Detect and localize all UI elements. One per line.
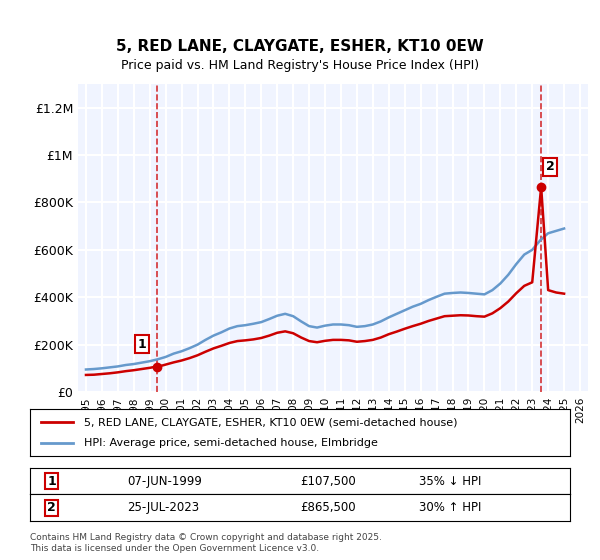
Text: £107,500: £107,500 [300, 474, 356, 488]
Text: Price paid vs. HM Land Registry's House Price Index (HPI): Price paid vs. HM Land Registry's House … [121, 59, 479, 72]
Text: £865,500: £865,500 [300, 501, 356, 515]
Text: 35% ↓ HPI: 35% ↓ HPI [419, 474, 481, 488]
Text: Contains HM Land Registry data © Crown copyright and database right 2025.
This d: Contains HM Land Registry data © Crown c… [30, 533, 382, 553]
Text: 25-JUL-2023: 25-JUL-2023 [127, 501, 199, 515]
Text: 1: 1 [137, 338, 146, 351]
Text: 1: 1 [47, 474, 56, 488]
Text: 07-JUN-1999: 07-JUN-1999 [127, 474, 202, 488]
Text: 5, RED LANE, CLAYGATE, ESHER, KT10 0EW (semi-detached house): 5, RED LANE, CLAYGATE, ESHER, KT10 0EW (… [84, 417, 458, 427]
Text: 5, RED LANE, CLAYGATE, ESHER, KT10 0EW: 5, RED LANE, CLAYGATE, ESHER, KT10 0EW [116, 39, 484, 54]
Text: 2: 2 [47, 501, 56, 515]
Text: 2: 2 [546, 160, 554, 174]
Text: HPI: Average price, semi-detached house, Elmbridge: HPI: Average price, semi-detached house,… [84, 438, 378, 448]
Text: 30% ↑ HPI: 30% ↑ HPI [419, 501, 481, 515]
